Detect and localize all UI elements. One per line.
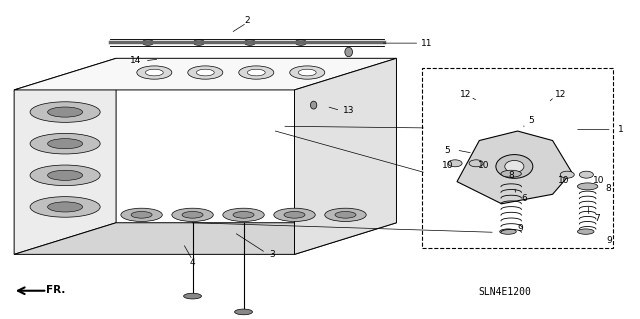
Circle shape bbox=[579, 171, 593, 178]
Circle shape bbox=[560, 171, 574, 178]
Text: SLN4E1200: SLN4E1200 bbox=[478, 287, 531, 298]
Ellipse shape bbox=[182, 211, 203, 218]
Ellipse shape bbox=[239, 66, 274, 79]
Text: 5: 5 bbox=[445, 145, 451, 154]
Circle shape bbox=[448, 160, 462, 167]
Text: 8: 8 bbox=[605, 184, 611, 193]
Circle shape bbox=[244, 40, 255, 45]
Polygon shape bbox=[14, 58, 396, 90]
Ellipse shape bbox=[172, 208, 213, 221]
Bar bbox=[422, 68, 613, 248]
Text: 9: 9 bbox=[518, 224, 524, 233]
Ellipse shape bbox=[324, 208, 366, 221]
Ellipse shape bbox=[505, 160, 524, 173]
Text: 13: 13 bbox=[343, 106, 355, 115]
Text: 10: 10 bbox=[558, 176, 570, 185]
Text: 9: 9 bbox=[607, 236, 612, 245]
Ellipse shape bbox=[290, 66, 324, 79]
Ellipse shape bbox=[30, 133, 100, 154]
Ellipse shape bbox=[30, 197, 100, 217]
Text: 1: 1 bbox=[618, 125, 623, 134]
Ellipse shape bbox=[233, 211, 254, 218]
Ellipse shape bbox=[47, 139, 83, 149]
Ellipse shape bbox=[30, 102, 100, 122]
Ellipse shape bbox=[47, 202, 83, 212]
Ellipse shape bbox=[335, 211, 356, 218]
Ellipse shape bbox=[188, 66, 223, 79]
Ellipse shape bbox=[496, 155, 533, 178]
Ellipse shape bbox=[501, 170, 522, 177]
Ellipse shape bbox=[284, 211, 305, 218]
Text: 12: 12 bbox=[460, 90, 471, 99]
Text: 12: 12 bbox=[555, 90, 566, 99]
Circle shape bbox=[142, 40, 154, 45]
Ellipse shape bbox=[500, 229, 516, 234]
Text: 3: 3 bbox=[269, 250, 275, 259]
Ellipse shape bbox=[577, 183, 598, 190]
Circle shape bbox=[193, 40, 205, 45]
Text: 5: 5 bbox=[529, 116, 534, 125]
Ellipse shape bbox=[310, 101, 317, 109]
Text: 14: 14 bbox=[129, 56, 141, 65]
Circle shape bbox=[469, 160, 483, 167]
Ellipse shape bbox=[345, 47, 353, 57]
Text: 10: 10 bbox=[593, 176, 605, 185]
Ellipse shape bbox=[131, 211, 152, 218]
Text: 10: 10 bbox=[478, 161, 490, 170]
Ellipse shape bbox=[47, 170, 83, 180]
Ellipse shape bbox=[145, 69, 163, 76]
Ellipse shape bbox=[137, 66, 172, 79]
Polygon shape bbox=[14, 223, 396, 254]
Ellipse shape bbox=[247, 69, 265, 76]
Ellipse shape bbox=[121, 208, 163, 221]
Ellipse shape bbox=[30, 165, 100, 186]
Text: 11: 11 bbox=[421, 39, 433, 48]
Circle shape bbox=[295, 40, 307, 45]
Ellipse shape bbox=[47, 107, 83, 117]
Text: 10: 10 bbox=[442, 161, 453, 170]
Polygon shape bbox=[294, 58, 396, 254]
Text: FR.: FR. bbox=[46, 285, 65, 295]
Ellipse shape bbox=[274, 208, 316, 221]
Text: 2: 2 bbox=[244, 16, 250, 25]
Polygon shape bbox=[14, 58, 116, 254]
Text: 8: 8 bbox=[508, 171, 514, 181]
Text: 7: 7 bbox=[595, 214, 600, 223]
Text: 4: 4 bbox=[189, 258, 195, 267]
Ellipse shape bbox=[235, 309, 252, 315]
Ellipse shape bbox=[184, 293, 202, 299]
Ellipse shape bbox=[298, 69, 316, 76]
Ellipse shape bbox=[577, 229, 594, 234]
Ellipse shape bbox=[196, 69, 214, 76]
Text: 6: 6 bbox=[521, 194, 527, 203]
Ellipse shape bbox=[223, 208, 264, 221]
Polygon shape bbox=[457, 131, 572, 204]
